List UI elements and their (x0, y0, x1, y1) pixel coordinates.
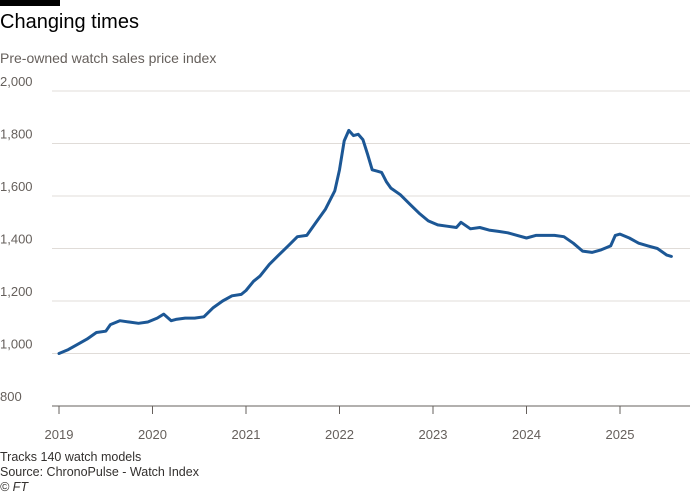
x-tick-label: 2025 (606, 427, 635, 442)
y-axis-labels: 800 1,000 1,200 1,400 1,600 1,800 2,000 (0, 74, 33, 404)
y-tick-label: 1,400 (0, 232, 33, 247)
y-tick-label: 1,200 (0, 284, 33, 299)
x-tick-label: 2024 (512, 427, 541, 442)
footer-note: Tracks 140 watch models (0, 450, 142, 464)
series-line (57, 128, 673, 355)
y-tick-label: 1,600 (0, 179, 33, 194)
chart-subtitle: Pre-owned watch sales price index (0, 50, 217, 66)
grid-layer (52, 90, 690, 354)
footer-source: Source: ChronoPulse - Watch Index (0, 465, 199, 479)
brand-bar (0, 0, 60, 6)
x-tick-label: 2019 (45, 427, 74, 442)
y-tick-label: 1,000 (0, 337, 33, 352)
footer-credit: © FT (0, 480, 28, 494)
y-tick-label: 2,000 (0, 74, 33, 89)
chart-footer: Tracks 140 watch models Source: ChronoPu… (0, 450, 199, 495)
y-tick-label: 1,800 (0, 127, 33, 142)
x-tick-label: 2020 (138, 427, 167, 442)
y-tick-label: 800 (0, 389, 22, 404)
x-axis: 2019 2020 2021 2022 2023 2024 2025 (45, 405, 690, 442)
chart-title: Changing times (0, 11, 139, 33)
x-tick-label: 2023 (419, 427, 448, 442)
x-tick-label: 2021 (232, 427, 261, 442)
x-tick-label: 2022 (325, 427, 354, 442)
series-layer (57, 128, 673, 355)
